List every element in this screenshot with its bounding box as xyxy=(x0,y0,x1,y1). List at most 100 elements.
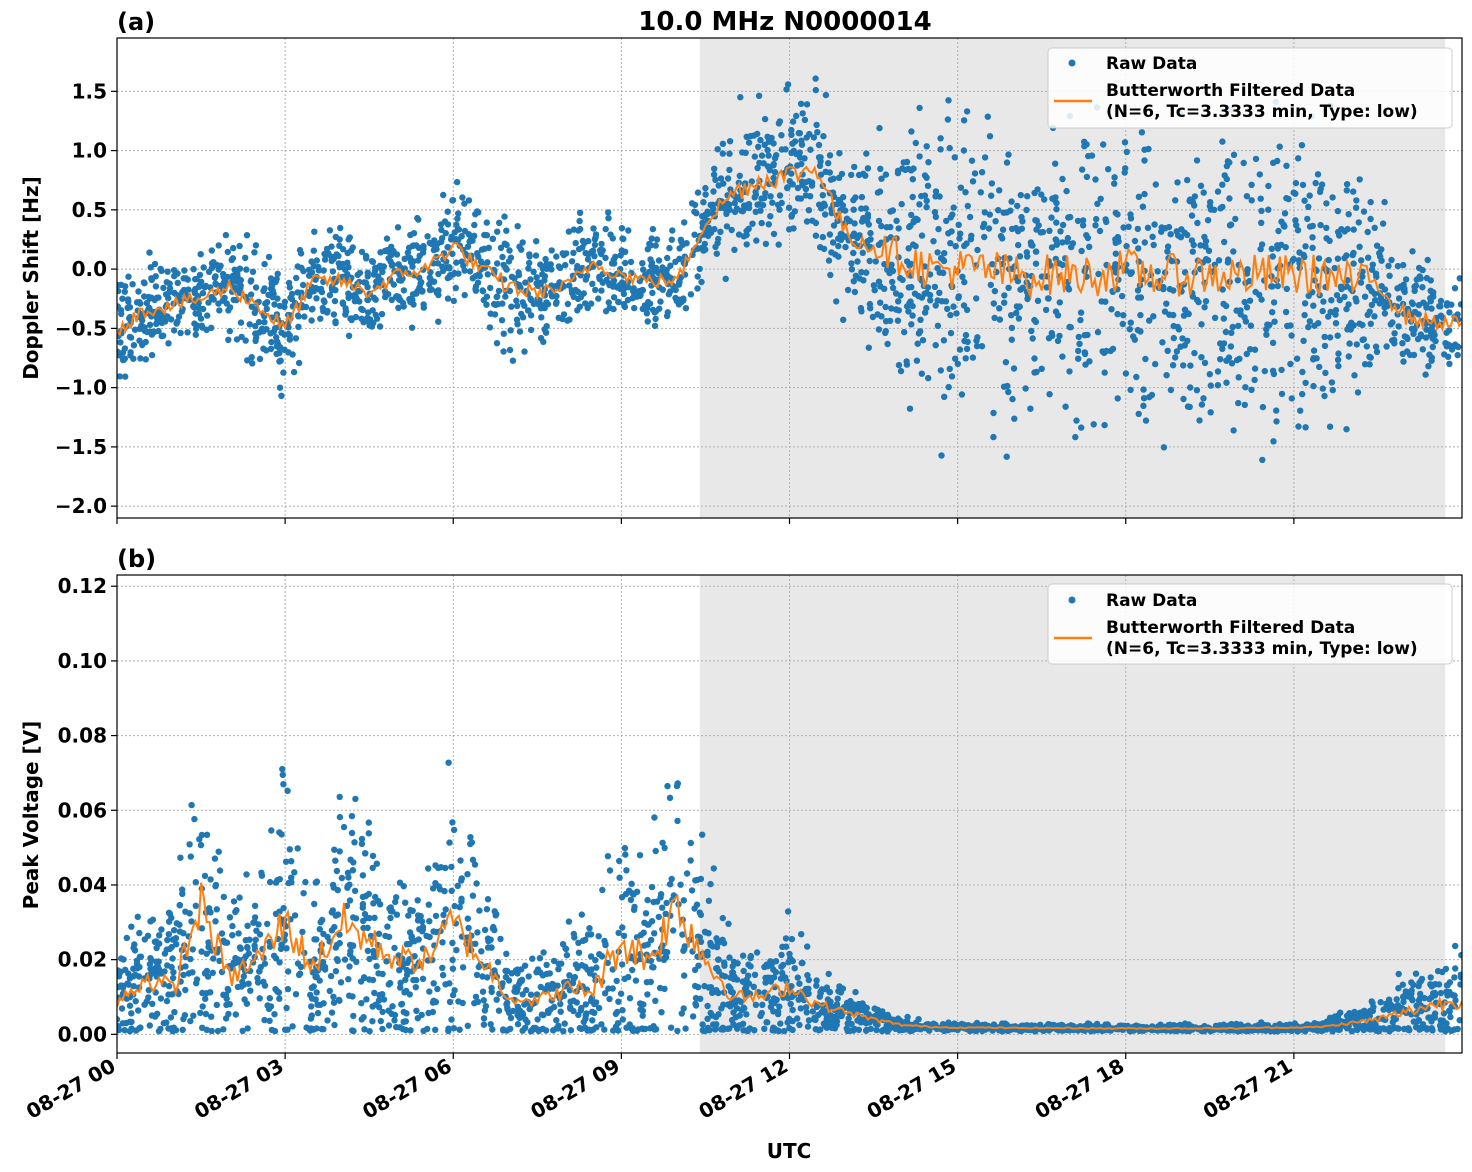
raw-point xyxy=(260,978,267,985)
raw-point xyxy=(415,216,422,223)
raw-point xyxy=(1354,389,1362,396)
raw-point xyxy=(1302,424,1309,431)
raw-point xyxy=(1427,974,1434,981)
raw-point xyxy=(410,258,417,265)
raw-point xyxy=(1049,195,1056,202)
raw-point xyxy=(131,947,139,954)
raw-point xyxy=(410,230,418,237)
raw-point xyxy=(937,146,944,153)
raw-point xyxy=(1145,145,1152,153)
raw-point xyxy=(1419,346,1427,353)
raw-point xyxy=(936,289,943,296)
raw-point xyxy=(544,300,552,308)
raw-point xyxy=(679,931,686,938)
raw-point xyxy=(717,175,725,182)
raw-point xyxy=(599,886,606,894)
raw-point xyxy=(1391,330,1398,337)
raw-point xyxy=(1219,286,1226,293)
raw-point xyxy=(426,281,433,288)
raw-point xyxy=(122,283,129,290)
raw-point xyxy=(776,206,783,213)
raw-point xyxy=(1207,199,1214,206)
raw-point xyxy=(207,876,214,883)
raw-point xyxy=(1261,367,1269,375)
raw-point xyxy=(458,233,465,240)
raw-point xyxy=(391,1011,399,1019)
raw-point xyxy=(1081,138,1088,145)
raw-point xyxy=(1422,334,1430,341)
raw-point xyxy=(1126,326,1134,333)
raw-point xyxy=(1041,196,1048,203)
raw-point xyxy=(217,282,224,290)
raw-point xyxy=(676,279,683,286)
raw-point xyxy=(1054,337,1062,345)
raw-point xyxy=(249,360,256,367)
raw-point xyxy=(1123,148,1131,156)
raw-point xyxy=(937,254,945,262)
raw-point xyxy=(186,910,193,917)
raw-point xyxy=(174,318,181,325)
raw-point xyxy=(906,223,913,231)
raw-point xyxy=(1335,350,1342,357)
raw-point xyxy=(296,970,304,977)
raw-point xyxy=(268,1026,276,1034)
raw-point xyxy=(1084,234,1092,242)
raw-point xyxy=(1094,200,1101,207)
raw-point xyxy=(739,978,746,985)
raw-point xyxy=(403,966,411,974)
raw-point xyxy=(1135,294,1142,301)
raw-point xyxy=(281,298,289,306)
raw-point xyxy=(735,231,743,238)
raw-point xyxy=(578,1004,585,1012)
raw-point xyxy=(1305,323,1312,331)
raw-point xyxy=(631,304,638,312)
raw-point xyxy=(446,265,453,272)
raw-point xyxy=(1138,129,1146,136)
raw-point xyxy=(667,262,674,269)
raw-point xyxy=(875,241,883,248)
raw-point xyxy=(1252,155,1260,163)
raw-point xyxy=(751,971,759,978)
raw-point xyxy=(1305,203,1312,210)
raw-point xyxy=(788,126,795,134)
raw-point xyxy=(373,315,381,322)
raw-point xyxy=(196,282,203,289)
raw-point xyxy=(1329,386,1337,394)
raw-point xyxy=(1191,193,1199,200)
raw-point xyxy=(349,1027,356,1034)
raw-point xyxy=(247,278,254,285)
raw-point xyxy=(474,208,481,215)
raw-point xyxy=(359,904,366,911)
raw-point xyxy=(1415,301,1423,309)
raw-point xyxy=(208,247,215,254)
raw-point xyxy=(923,143,930,150)
raw-point xyxy=(1168,257,1176,265)
raw-point xyxy=(927,297,934,304)
raw-point xyxy=(382,932,389,940)
raw-point xyxy=(398,277,405,284)
raw-point xyxy=(280,904,287,912)
raw-point xyxy=(517,977,524,985)
raw-point xyxy=(803,218,811,225)
raw-point xyxy=(1038,191,1045,198)
raw-point xyxy=(1152,181,1160,188)
raw-point xyxy=(1233,307,1240,314)
raw-point xyxy=(125,273,132,280)
raw-point xyxy=(292,991,300,998)
raw-point xyxy=(553,1017,560,1024)
raw-point xyxy=(1376,250,1383,257)
raw-point xyxy=(916,201,923,208)
raw-point xyxy=(973,342,981,350)
raw-point xyxy=(1163,372,1170,379)
raw-point xyxy=(191,815,198,823)
raw-point xyxy=(878,175,885,182)
raw-point xyxy=(584,304,591,312)
raw-point xyxy=(644,991,651,998)
raw-point xyxy=(134,913,141,920)
raw-point xyxy=(267,330,274,337)
raw-point xyxy=(895,225,902,232)
raw-point xyxy=(858,1003,866,1011)
raw-point xyxy=(719,914,726,922)
raw-point xyxy=(909,176,916,183)
raw-point xyxy=(236,280,243,287)
